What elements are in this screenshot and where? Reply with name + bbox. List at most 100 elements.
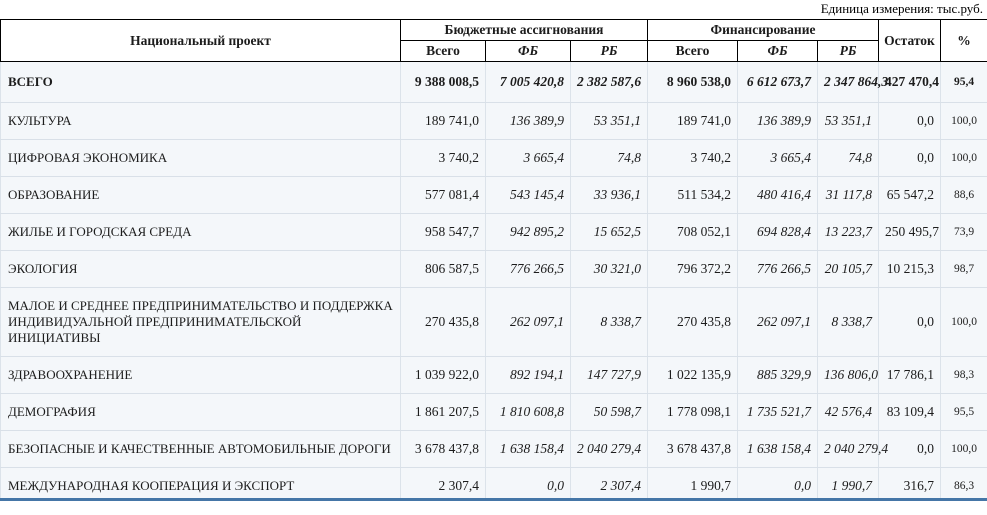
cell-pct: 73,9 [940, 213, 987, 251]
cell-fin-rb: 31 117,8 [817, 176, 879, 214]
header-group-financing: Финансирование [647, 19, 879, 41]
cell-rest: 427 470,4 [878, 61, 941, 103]
cell-ba-rb: 15 652,5 [570, 213, 648, 251]
cell-fin-fb: 885 329,9 [737, 356, 818, 394]
cell-ba-total: 958 547,7 [400, 213, 486, 251]
cell-ba-rb: 74,8 [570, 139, 648, 177]
header-project: Национальный проект [0, 19, 401, 62]
header-pct: % [940, 19, 987, 62]
cell-ba-fb: 543 145,4 [485, 176, 571, 214]
cell-ba-fb: 136 389,9 [485, 102, 571, 140]
cell-project-name: ЗДРАВООХРАНЕНИЕ [0, 356, 401, 394]
table-body: ВСЕГО 9 388 008,5 7 005 420,8 2 382 587,… [0, 61, 987, 501]
cell-pct: 100,0 [940, 102, 987, 140]
table-row: ВСЕГО 9 388 008,5 7 005 420,8 2 382 587,… [0, 61, 987, 103]
cell-ba-fb: 892 194,1 [485, 356, 571, 394]
cell-project-name: МЕЖДУНАРОДНАЯ КООПЕРАЦИЯ И ЭКСПОРТ [0, 467, 401, 501]
cell-ba-rb: 2 040 279,4 [570, 430, 648, 468]
cell-pct: 88,6 [940, 176, 987, 214]
cell-fin-total: 1 778 098,1 [647, 393, 738, 431]
cell-fin-rb: 136 806,0 [817, 356, 879, 394]
table-row: ЗДРАВООХРАНЕНИЕ 1 039 922,0 892 194,1 14… [0, 356, 987, 394]
cell-project-name: БЕЗОПАСНЫЕ И КАЧЕСТВЕННЫЕ АВТОМОБИЛЬНЫЕ … [0, 430, 401, 468]
cell-rest: 0,0 [878, 287, 941, 357]
cell-ba-total: 189 741,0 [400, 102, 486, 140]
header-fin-total: Всего [647, 40, 738, 62]
table-row: ЖИЛЬЕ И ГОРОДСКАЯ СРЕДА 958 547,7 942 89… [0, 213, 987, 251]
header-fin-rb: РБ [817, 40, 879, 62]
cell-ba-fb: 942 895,2 [485, 213, 571, 251]
cell-fin-rb: 1 990,7 [817, 467, 879, 501]
cell-fin-total: 189 741,0 [647, 102, 738, 140]
cell-fin-rb: 74,8 [817, 139, 879, 177]
cell-fin-fb: 694 828,4 [737, 213, 818, 251]
cell-fin-fb: 1 638 158,4 [737, 430, 818, 468]
cell-ba-rb: 2 382 587,6 [570, 61, 648, 103]
cell-ba-fb: 262 097,1 [485, 287, 571, 357]
cell-pct: 98,3 [940, 356, 987, 394]
header-fin-fb: ФБ [737, 40, 818, 62]
cell-project-name: МАЛОЕ И СРЕДНЕЕ ПРЕДПРИНИМАТЕЛЬСТВО И ПО… [0, 287, 401, 357]
cell-fin-rb: 8 338,7 [817, 287, 879, 357]
budget-table: Национальный проект Бюджетные ассигнован… [0, 19, 987, 501]
header-ba-fb: ФБ [485, 40, 571, 62]
cell-rest: 316,7 [878, 467, 941, 501]
cell-ba-rb: 147 727,9 [570, 356, 648, 394]
table-row: МАЛОЕ И СРЕДНЕЕ ПРЕДПРИНИМАТЕЛЬСТВО И ПО… [0, 287, 987, 357]
cell-pct: 95,5 [940, 393, 987, 431]
cell-ba-fb: 7 005 420,8 [485, 61, 571, 103]
cell-fin-fb: 0,0 [737, 467, 818, 501]
cell-fin-total: 1 990,7 [647, 467, 738, 501]
cell-project-name: ЦИФРОВАЯ ЭКОНОМИКА [0, 139, 401, 177]
cell-fin-rb: 13 223,7 [817, 213, 879, 251]
cell-ba-fb: 1 810 608,8 [485, 393, 571, 431]
cell-ba-fb: 776 266,5 [485, 250, 571, 288]
cell-rest: 10 215,3 [878, 250, 941, 288]
cell-rest: 250 495,7 [878, 213, 941, 251]
cell-fin-total: 511 534,2 [647, 176, 738, 214]
cell-ba-fb: 0,0 [485, 467, 571, 501]
cell-ba-fb: 3 665,4 [485, 139, 571, 177]
cell-project-name: ЭКОЛОГИЯ [0, 250, 401, 288]
cell-rest: 0,0 [878, 430, 941, 468]
cell-fin-total: 8 960 538,0 [647, 61, 738, 103]
table-row: ДЕМОГРАФИЯ 1 861 207,5 1 810 608,8 50 59… [0, 393, 987, 431]
table-header: Национальный проект Бюджетные ассигнован… [0, 19, 987, 62]
cell-ba-total: 2 307,4 [400, 467, 486, 501]
cell-ba-total: 270 435,8 [400, 287, 486, 357]
cell-fin-total: 3 740,2 [647, 139, 738, 177]
cell-fin-rb: 42 576,4 [817, 393, 879, 431]
cell-rest: 0,0 [878, 102, 941, 140]
cell-pct: 98,7 [940, 250, 987, 288]
header-rest: Остаток [878, 19, 941, 62]
units-caption: Единица измерения: тыс.руб. [820, 1, 983, 16]
table-row: ОБРАЗОВАНИЕ 577 081,4 543 145,4 33 936,1… [0, 176, 987, 214]
cell-fin-total: 796 372,2 [647, 250, 738, 288]
cell-fin-rb: 20 105,7 [817, 250, 879, 288]
table-row: ЭКОЛОГИЯ 806 587,5 776 266,5 30 321,0 79… [0, 250, 987, 288]
cell-ba-fb: 1 638 158,4 [485, 430, 571, 468]
cell-project-name: ОБРАЗОВАНИЕ [0, 176, 401, 214]
cell-fin-fb: 3 665,4 [737, 139, 818, 177]
cell-project-name: КУЛЬТУРА [0, 102, 401, 140]
cell-fin-total: 3 678 437,8 [647, 430, 738, 468]
cell-project-name: ДЕМОГРАФИЯ [0, 393, 401, 431]
cell-fin-fb: 262 097,1 [737, 287, 818, 357]
cell-ba-rb: 8 338,7 [570, 287, 648, 357]
cell-ba-total: 1 039 922,0 [400, 356, 486, 394]
cell-ba-rb: 33 936,1 [570, 176, 648, 214]
cell-pct: 100,0 [940, 139, 987, 177]
cell-fin-fb: 136 389,9 [737, 102, 818, 140]
cell-pct: 95,4 [940, 61, 987, 103]
cell-fin-rb: 2 040 279,4 [817, 430, 888, 468]
table-row: МЕЖДУНАРОДНАЯ КООПЕРАЦИЯ И ЭКСПОРТ 2 307… [0, 467, 987, 501]
cell-fin-rb: 2 347 864,3 [817, 61, 888, 103]
cell-pct: 100,0 [940, 287, 987, 357]
cell-ba-rb: 30 321,0 [570, 250, 648, 288]
cell-fin-fb: 6 612 673,7 [737, 61, 818, 103]
cell-rest: 65 547,2 [878, 176, 941, 214]
cell-fin-rb: 53 351,1 [817, 102, 879, 140]
cell-fin-total: 270 435,8 [647, 287, 738, 357]
cell-fin-total: 708 052,1 [647, 213, 738, 251]
cell-project-name: ЖИЛЬЕ И ГОРОДСКАЯ СРЕДА [0, 213, 401, 251]
